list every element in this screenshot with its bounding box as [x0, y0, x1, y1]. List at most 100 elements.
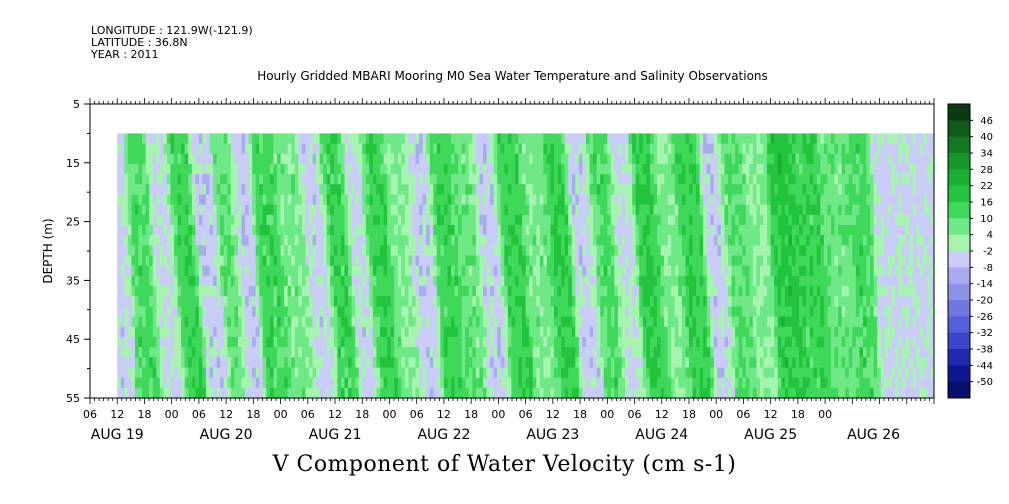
heat-cell: [781, 204, 786, 216]
heat-cell: [518, 377, 523, 389]
heat-cell: [646, 255, 651, 267]
heat-cell: [724, 245, 729, 257]
heat-cell: [589, 174, 594, 185]
heat-cell: [159, 357, 164, 369]
heat-cell: [177, 204, 182, 216]
heat-cell: [426, 347, 431, 358]
heat-cell: [234, 316, 239, 328]
heat-cell: [649, 204, 655, 216]
heat-cell: [120, 153, 125, 165]
heat-cell: [333, 194, 338, 206]
heat-cell: [699, 306, 704, 318]
heat-cell: [433, 174, 438, 185]
heat-cell: [426, 326, 431, 338]
heat-cell: [759, 143, 765, 155]
heat-cell: [735, 326, 740, 338]
heat-cell: [191, 377, 196, 389]
heat-cell: [422, 296, 427, 308]
heat-cell: [621, 367, 626, 379]
heat-cell: [585, 296, 591, 308]
heat-cell: [170, 143, 175, 155]
heat-cell: [248, 326, 253, 338]
heat-cell: [660, 296, 665, 308]
heat-cell: [216, 286, 221, 297]
heat-cell: [206, 245, 211, 257]
heat-cell: [206, 336, 211, 348]
heat-cell: [600, 377, 605, 389]
heat-cell: [529, 163, 534, 175]
heat-cell: [500, 184, 505, 196]
heat-cell: [745, 143, 750, 155]
heat-cell: [330, 377, 335, 389]
heat-cell: [305, 316, 310, 328]
heat-cell: [568, 255, 573, 267]
heat-cell: [273, 336, 278, 348]
heat-cell: [337, 153, 342, 165]
heat-cell: [649, 306, 655, 318]
heat-cell: [241, 326, 246, 338]
heat-cell: [582, 265, 587, 277]
heat-cell: [152, 336, 157, 348]
heat-cell: [788, 377, 793, 389]
heat-cell: [557, 224, 562, 236]
heat-cell: [642, 367, 647, 379]
heat-cell: [124, 296, 129, 308]
heat-cell: [191, 174, 196, 185]
heat-cell: [543, 184, 548, 196]
heat-cell: [415, 204, 420, 216]
heat-cell: [564, 133, 569, 145]
heat-cell: [287, 296, 292, 308]
heat-cell: [468, 224, 473, 236]
heat-cell: [532, 235, 537, 246]
heat-cell: [756, 306, 761, 318]
heat-cell: [436, 265, 441, 277]
heat-cell: [603, 306, 608, 318]
heat-cell: [536, 357, 541, 369]
heat-cell: [433, 224, 438, 236]
heat-cell: [614, 245, 619, 257]
heat-cell: [493, 194, 498, 206]
heat-cell: [443, 235, 449, 246]
heat-cell: [237, 265, 243, 277]
heat-cell: [351, 336, 356, 348]
heat-cell: [514, 316, 520, 328]
heat-cell: [774, 296, 779, 308]
heat-cell: [479, 296, 484, 308]
heat-cell: [163, 245, 168, 257]
heat-cell: [749, 235, 754, 246]
heat-cell: [355, 296, 360, 308]
heat-cell: [262, 316, 267, 328]
heat-cell: [504, 153, 509, 165]
heat-cell: [728, 306, 733, 318]
heat-cell: [220, 265, 225, 277]
heat-cell: [383, 347, 388, 358]
heat-cell: [294, 316, 299, 328]
heat-cell: [411, 133, 417, 145]
heat-cell: [436, 204, 441, 216]
heat-cell: [770, 326, 775, 338]
heat-cell: [166, 235, 172, 246]
heat-cell: [340, 286, 346, 297]
heat-cell: [262, 265, 267, 277]
heat-cell: [706, 153, 711, 165]
heat-cell: [138, 336, 143, 348]
heat-cell: [539, 316, 544, 328]
heat-cell: [635, 224, 640, 236]
heat-cell: [593, 336, 598, 348]
heat-cell: [564, 204, 569, 216]
heat-cell: [525, 286, 530, 297]
heat-cell: [511, 265, 516, 277]
heat-cell: [380, 286, 385, 297]
heat-cell: [134, 377, 140, 389]
heat-cell: [337, 296, 342, 308]
heat-cell: [664, 214, 669, 226]
heat-cell: [504, 214, 509, 226]
heat-cell: [557, 245, 562, 257]
heat-cell: [266, 326, 271, 338]
heat-cell: [358, 194, 363, 206]
heat-cell: [635, 163, 640, 175]
heat-cell: [408, 143, 413, 155]
heat-cell: [305, 235, 310, 246]
heat-cell: [326, 224, 331, 236]
heat-cell: [468, 286, 473, 297]
